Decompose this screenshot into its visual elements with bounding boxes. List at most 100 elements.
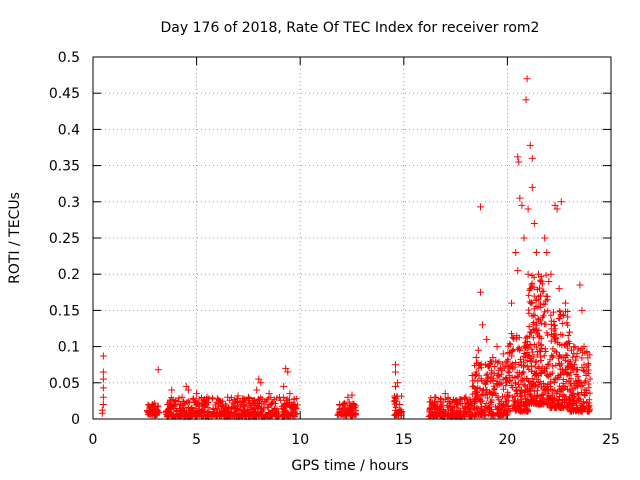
- data-point-marker: [500, 408, 507, 415]
- data-point-marker: [464, 405, 471, 412]
- data-point-marker: [394, 393, 401, 400]
- data-point-marker: [286, 390, 294, 398]
- data-point-marker: [263, 396, 270, 403]
- data-point-marker: [555, 360, 562, 367]
- data-point-marker: [549, 392, 556, 399]
- data-point-marker: [518, 358, 525, 365]
- data-point-marker: [571, 393, 578, 400]
- data-point-marker: [222, 412, 229, 419]
- data-point-marker: [532, 359, 539, 366]
- data-point-marker: [586, 402, 593, 409]
- data-point-marker: [585, 380, 592, 387]
- data-point-marker: [506, 392, 513, 399]
- data-point-marker: [540, 380, 547, 387]
- data-point-marker: [480, 386, 487, 393]
- data-point-marker: [542, 321, 549, 328]
- data-point-marker: [518, 387, 525, 394]
- data-point-marker: [484, 394, 491, 401]
- data-point-marker: [538, 345, 545, 352]
- data-point-marker: [543, 365, 550, 372]
- data-point-marker: [572, 377, 579, 384]
- data-point-marker: [532, 297, 539, 304]
- data-point-marker: [477, 399, 484, 406]
- data-point-marker: [541, 352, 548, 359]
- data-point-marker: [581, 391, 588, 398]
- data-point-marker: [459, 400, 466, 407]
- data-point-marker: [526, 333, 533, 340]
- data-point-marker: [572, 357, 579, 364]
- x-tick-labels: 0 5 10 15 20 25: [89, 432, 620, 448]
- data-point-marker: [540, 312, 547, 319]
- data-point-marker: [502, 382, 509, 389]
- data-point-marker: [251, 398, 258, 405]
- data-point-marker: [527, 329, 534, 336]
- x-tick-label: 25: [602, 432, 620, 448]
- data-point-marker: [268, 411, 275, 418]
- data-point-marker: [547, 312, 554, 319]
- data-point-marker: [518, 201, 526, 209]
- data-point-marker: [445, 407, 452, 414]
- data-point-marker: [529, 349, 536, 356]
- data-point-marker: [561, 402, 568, 409]
- data-point-marker: [512, 359, 519, 366]
- data-point-marker: [440, 406, 447, 413]
- data-point-marker: [471, 403, 478, 410]
- data-point-marker: [431, 393, 439, 401]
- data-point-marker: [98, 406, 106, 414]
- data-point-marker: [265, 413, 272, 420]
- y-tick-label: 0.5: [58, 50, 80, 66]
- data-point-marker: [427, 394, 434, 401]
- data-point-marker: [391, 400, 398, 407]
- data-point-marker: [571, 361, 578, 368]
- data-point-marker: [568, 397, 575, 404]
- data-point-marker: [534, 270, 542, 278]
- data-point-marker: [246, 395, 253, 402]
- data-point-marker: [507, 341, 514, 348]
- data-point-marker: [479, 391, 486, 398]
- x-tick-label: 0: [89, 432, 98, 448]
- grid-lines: [93, 57, 611, 419]
- data-point-marker: [570, 366, 577, 373]
- data-point-marker: [171, 400, 178, 407]
- y-tick-label: 0.3: [58, 195, 80, 211]
- data-point-marker: [444, 412, 451, 419]
- data-point-marker: [556, 386, 563, 393]
- data-point-marker: [441, 390, 449, 398]
- data-point-marker: [486, 363, 493, 370]
- data-point-marker: [491, 363, 498, 370]
- data-point-marker: [557, 198, 565, 206]
- data-point-marker: [543, 372, 550, 379]
- data-point-marker: [564, 308, 571, 315]
- data-point-marker: [569, 354, 576, 361]
- data-point-marker: [515, 373, 522, 380]
- data-point-marker: [178, 393, 186, 401]
- data-point-marker: [494, 378, 501, 385]
- data-point-marker: [182, 382, 190, 390]
- data-point-marker: [524, 205, 532, 213]
- data-point-marker: [566, 394, 573, 401]
- data-point-marker: [99, 368, 107, 376]
- data-point-marker: [581, 403, 588, 410]
- data-point-marker: [447, 411, 454, 418]
- data-point-marker: [535, 365, 542, 372]
- data-point-marker: [578, 364, 585, 371]
- data-point-marker: [396, 401, 404, 409]
- data-point-marker: [192, 405, 199, 412]
- data-point-marker: [567, 375, 574, 382]
- data-point-marker: [499, 402, 506, 409]
- data-point-marker: [560, 312, 567, 319]
- data-point-marker: [349, 400, 356, 407]
- data-point-marker: [533, 376, 540, 383]
- data-point-marker: [544, 307, 551, 314]
- data-point-marker: [548, 338, 555, 345]
- data-point-marker: [535, 340, 542, 347]
- data-point-marker: [551, 201, 559, 209]
- data-point-marker: [564, 345, 571, 352]
- data-point-marker: [516, 334, 523, 341]
- data-point-marker: [344, 393, 352, 401]
- data-point-marker: [551, 336, 558, 343]
- data-point-marker: [550, 353, 557, 360]
- data-point-marker: [219, 407, 226, 414]
- data-point-marker: [495, 405, 502, 412]
- data-point-marker: [503, 357, 511, 365]
